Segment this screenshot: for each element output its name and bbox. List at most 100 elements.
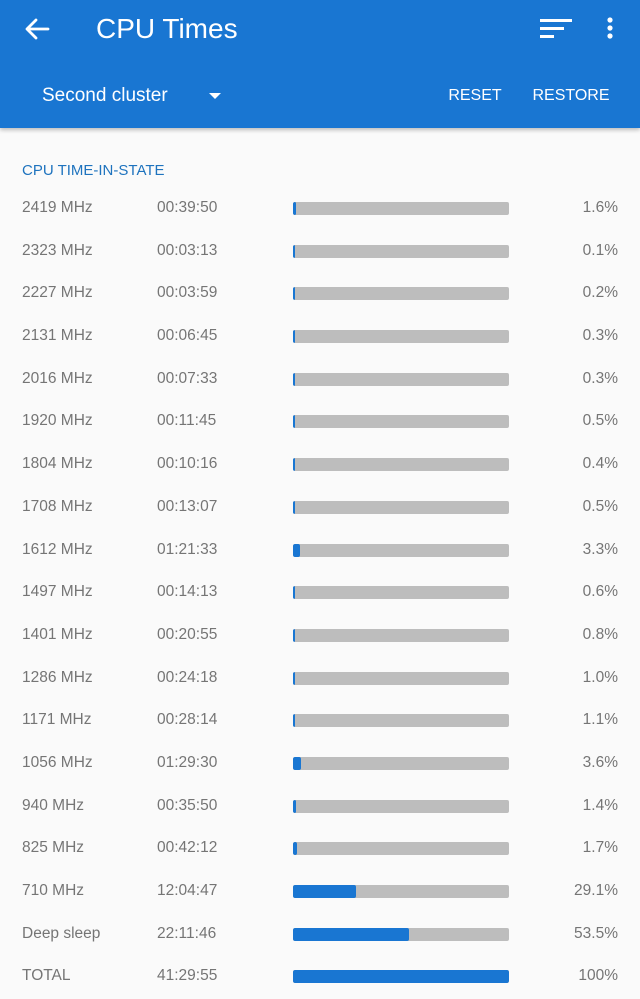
restore-button[interactable]: RESTORE <box>532 87 610 104</box>
list-item: 1401 MHz 00:20:55 0.8% <box>0 614 640 657</box>
progress-bar <box>293 799 509 813</box>
progress-bar-fill <box>293 458 295 472</box>
dropdown-arrow-icon <box>209 93 221 99</box>
frequency-label: 2419 MHz <box>22 199 93 216</box>
progress-bar <box>293 287 509 301</box>
frequency-label: 1286 MHz <box>22 668 93 686</box>
time-value: 00:28:14 <box>157 711 218 729</box>
list-item: 2131 MHz 00:06:45 0.3% <box>0 315 640 358</box>
progress-bar-fill <box>293 628 295 642</box>
progress-bar <box>293 330 509 344</box>
time-value: 00:10:16 <box>157 455 218 473</box>
progress-bar <box>293 202 509 215</box>
progress-bar-fill <box>293 415 295 429</box>
list-item: 1612 MHz 01:21:33 3.3% <box>0 529 640 572</box>
sort-button[interactable] <box>532 10 580 48</box>
frequency-label: 1401 MHz <box>22 625 93 643</box>
cluster-selected-label: Second cluster <box>42 85 168 106</box>
time-value: 00:13:07 <box>157 497 218 515</box>
percent-value: 0.3% <box>582 327 618 345</box>
progress-bar-fill <box>293 586 295 600</box>
progress-bar <box>293 543 509 557</box>
progress-bar-fill <box>293 372 295 386</box>
percent-value: 53.5% <box>574 924 618 942</box>
percent-value: 0.6% <box>582 583 618 601</box>
list-item: 1171 MHz 00:28:14 1.1% <box>0 699 640 742</box>
time-value: 01:21:33 <box>157 540 218 558</box>
progress-bar-fill <box>293 885 356 898</box>
time-value: 00:06:45 <box>157 327 218 345</box>
frequency-label: 1497 MHz <box>22 583 93 601</box>
progress-bar <box>293 244 509 258</box>
list-item: 1286 MHz 00:24:18 1.0% <box>0 657 640 700</box>
time-value: 41:29:55 <box>157 967 218 985</box>
frequency-label: Deep sleep <box>22 924 101 942</box>
progress-bar-fill <box>293 244 295 258</box>
frequency-label: 2016 MHz <box>22 369 93 387</box>
list-item: 1056 MHz 01:29:30 3.6% <box>0 742 640 785</box>
list-item: Deep sleep 22:11:46 53.5% <box>0 913 640 956</box>
progress-bar <box>293 500 509 514</box>
list-item: TOTAL 41:29:55 100% <box>0 955 640 998</box>
frequency-label: 2323 MHz <box>22 241 93 259</box>
percent-value: 100% <box>578 967 618 985</box>
time-value: 00:42:12 <box>157 839 218 857</box>
back-button[interactable] <box>14 10 60 48</box>
list-item: 1708 MHz 00:13:07 0.5% <box>0 486 640 529</box>
time-value: 00:35:50 <box>157 796 218 814</box>
page-title: CPU Times <box>96 13 238 44</box>
progress-bar <box>293 458 509 472</box>
progress-bar <box>293 756 509 770</box>
progress-bar <box>293 372 509 386</box>
time-value: 00:03:13 <box>157 241 218 259</box>
progress-bar-fill <box>293 842 297 856</box>
list-item: 2016 MHz 00:07:33 0.3% <box>0 358 640 401</box>
percent-value: 0.5% <box>582 412 618 430</box>
percent-value: 1.7% <box>582 839 618 857</box>
percent-value: 3.3% <box>582 540 618 558</box>
progress-bar-fill <box>293 330 295 344</box>
frequency-label: 1804 MHz <box>22 455 93 473</box>
time-value: 01:29:30 <box>157 753 218 771</box>
list-item: 1497 MHz 00:14:13 0.6% <box>0 571 640 614</box>
cluster-dropdown[interactable]: Second cluster <box>28 74 238 118</box>
progress-bar <box>293 586 509 600</box>
time-value: 00:24:18 <box>157 668 218 686</box>
frequency-label: 2131 MHz <box>22 327 93 345</box>
percent-value: 1.4% <box>582 796 618 814</box>
back-arrow-icon <box>25 18 50 40</box>
progress-bar-fill <box>293 799 297 813</box>
percent-value: 0.8% <box>582 625 618 643</box>
percent-value: 1.0% <box>582 668 618 686</box>
list-item: 2227 MHz 00:03:59 0.2% <box>0 272 640 315</box>
more-vert-icon <box>607 17 613 39</box>
frequency-label: 1612 MHz <box>22 540 93 558</box>
percent-value: 0.1% <box>582 241 618 259</box>
frequency-label: 825 MHz <box>22 839 85 857</box>
percent-value: 0.2% <box>582 284 618 302</box>
frequency-label: 710 MHz <box>22 882 85 899</box>
frequency-label: TOTAL <box>22 967 71 985</box>
list-item: 2419 MHz 00:39:50 1.6% <box>0 187 640 230</box>
progress-bar <box>293 671 509 685</box>
list-item: 825 MHz 00:42:12 1.7% <box>0 827 640 870</box>
percent-value: 1.1% <box>582 711 618 729</box>
progress-bar <box>293 885 509 898</box>
progress-bar-fill <box>293 671 296 685</box>
time-value: 00:11:45 <box>157 412 217 430</box>
progress-bar <box>293 842 509 856</box>
percent-value: 3.6% <box>582 753 618 771</box>
progress-bar-fill <box>293 287 295 301</box>
frequency-label: 1171 MHz <box>22 711 92 729</box>
list-item: 1920 MHz 00:11:45 0.5% <box>0 400 640 443</box>
progress-bar-fill <box>293 500 295 514</box>
percent-value: 0.5% <box>582 497 618 515</box>
progress-bar-fill <box>293 714 296 728</box>
time-in-state-list: 2419 MHz 00:39:50 1.6% 2323 MHz 00:03:13 0.1%… <box>0 187 640 998</box>
time-value: 00:03:59 <box>157 284 218 302</box>
reset-button[interactable]: RESET <box>448 87 502 104</box>
time-value: 00:20:55 <box>157 625 218 643</box>
app-bar: CPU Times Second cluster RESET RESTORE <box>0 0 640 128</box>
progress-bar-fill <box>293 970 509 984</box>
more-options-button[interactable] <box>596 10 624 48</box>
